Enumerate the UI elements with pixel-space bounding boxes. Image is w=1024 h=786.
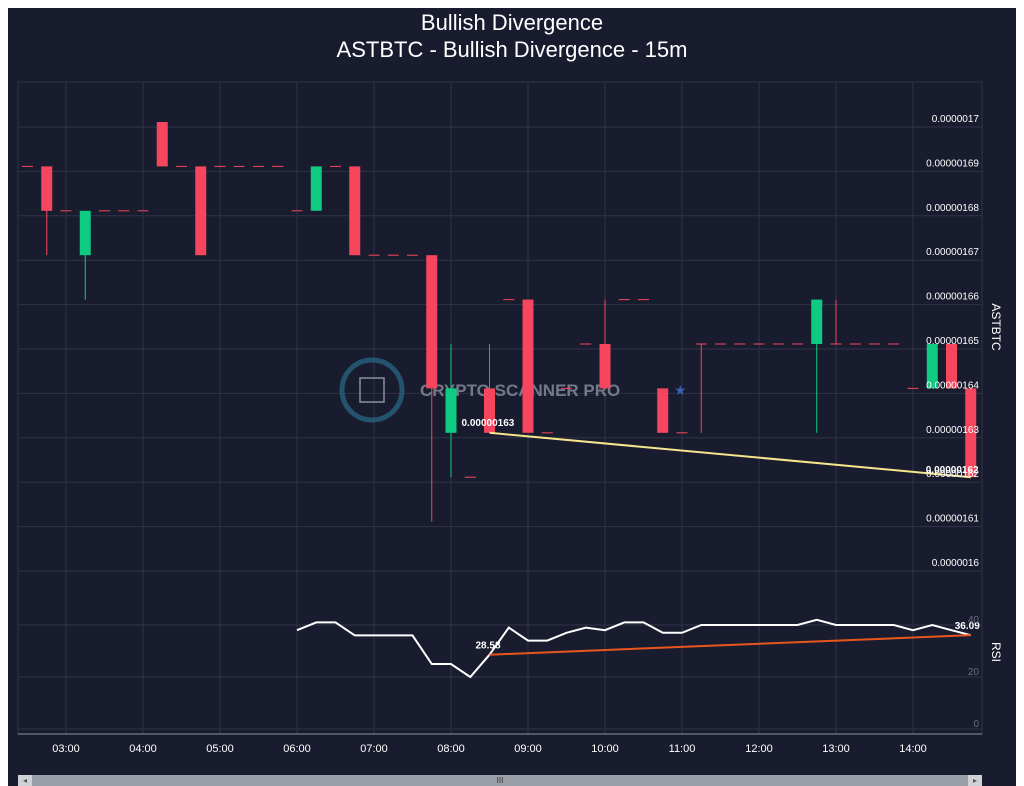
grid: [17, 81, 983, 735]
candles: [22, 122, 977, 522]
candle-down: [522, 299, 534, 433]
time-tick-label: 14:00: [899, 743, 927, 755]
price-tick-label: 0.00000161: [926, 514, 979, 525]
candle-down: [156, 122, 168, 167]
time-tick-label: 10:00: [591, 743, 619, 755]
rsi-divergence-end-label: 36.09: [955, 621, 980, 632]
scroll-left-arrow-icon[interactable]: ◂: [18, 775, 32, 786]
candle-down: [946, 344, 957, 389]
candle-down: [426, 255, 438, 389]
candle-down: [41, 166, 53, 211]
rsi-axis-label: RSI: [989, 642, 1003, 662]
candle-up: [79, 210, 91, 256]
rsi-tick-label: 20: [968, 667, 980, 678]
price-tick-label: 0.00000166: [926, 292, 979, 303]
candle-down: [965, 388, 977, 478]
candle-up: [811, 299, 823, 344]
scroll-thumb[interactable]: III: [32, 775, 968, 786]
price-tick-label: 0.00000169: [926, 158, 979, 169]
time-tick-label: 07:00: [360, 743, 388, 755]
candle-down: [599, 344, 611, 389]
candle-up: [445, 388, 457, 433]
price-divergence-end-label: 0.00000162: [926, 465, 979, 476]
candle-down: [484, 388, 495, 433]
rsi-line: [296, 618, 972, 679]
star-icon: ★: [674, 382, 687, 398]
price-tick-label: 0.00000164: [926, 380, 979, 391]
chart-subtitle: ASTBTC - Bullish Divergence - 15m: [336, 37, 688, 62]
rsi-tick-label: 40: [968, 615, 980, 626]
price-divergence-line: [489, 431, 971, 479]
rsi-panel: [296, 618, 972, 679]
axes: 0.0000017 0.00000169 0.00000168 0.00000167 0…: [18, 114, 1003, 755]
price-tick-label: 0.00000162: [926, 469, 979, 480]
time-tick-label: 09:00: [514, 743, 542, 755]
time-tick-label: 11:00: [669, 743, 696, 755]
watermark: CRYPTO SCANNER PRO ★: [339, 357, 687, 423]
rsi-divergence-start-label: 28.58: [476, 641, 501, 652]
candle-down: [657, 388, 669, 433]
qr-code-icon: [359, 377, 385, 403]
price-tick-label: 0.0000016: [932, 558, 980, 569]
watermark-text: CRYPTO SCANNER PRO: [420, 381, 620, 400]
chart-title: Bullish Divergence: [420, 10, 604, 35]
plot-area: [17, 81, 983, 735]
candle-up: [310, 166, 322, 211]
watermark-logo-icon: [339, 357, 405, 423]
time-tick-label: 06:00: [283, 743, 311, 755]
time-tick-label: 08:00: [437, 743, 465, 755]
time-tick-label: 13:00: [822, 743, 850, 755]
price-tick-label: 0.00000167: [926, 247, 979, 258]
scroll-right-arrow-icon[interactable]: ▸: [968, 775, 982, 786]
horizontal-scrollbar[interactable]: ◂ III ▸: [18, 775, 982, 786]
chart-frame: [8, 8, 1016, 786]
price-divergence-start-label: 0.00000163: [462, 418, 515, 429]
rsi-tick-label: 0: [973, 719, 979, 730]
price-tick-label: 0.00000163: [926, 425, 979, 436]
price-axis-label: ASTBTC: [989, 303, 1003, 351]
annotations: 0.00000163 0.00000162 28.58 36.09: [462, 418, 980, 656]
price-tick-label: 0.00000165: [926, 336, 979, 347]
price-tick-label: 0.00000168: [926, 203, 979, 214]
price-tick-label: 0.0000017: [932, 114, 980, 125]
time-tick-label: 04:00: [129, 743, 157, 755]
time-tick-label: 05:00: [206, 743, 234, 755]
rsi-divergence-line: [489, 634, 971, 656]
time-tick-label: 03:00: [52, 743, 80, 755]
time-tick-label: 12:00: [745, 743, 773, 755]
candle-down: [349, 166, 361, 256]
candle-up: [926, 344, 938, 389]
candle-down: [195, 166, 207, 256]
